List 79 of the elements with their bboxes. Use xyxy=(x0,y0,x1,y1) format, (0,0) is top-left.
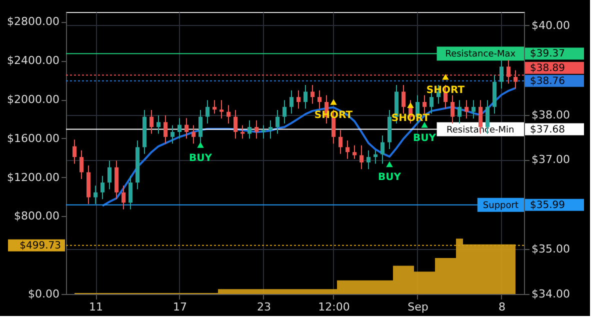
candlestick xyxy=(254,120,258,140)
candlestick xyxy=(380,135,384,164)
candlestick xyxy=(220,100,224,120)
candlestick xyxy=(72,139,76,164)
candlestick xyxy=(352,144,356,160)
x-tick-label: 12:00 xyxy=(318,300,350,314)
candlestick xyxy=(122,185,126,210)
ref-line-label: Support xyxy=(482,200,519,211)
x-tick-label: 17 xyxy=(173,300,187,314)
candlestick xyxy=(318,90,322,110)
text: BUY xyxy=(189,152,212,164)
candlestick xyxy=(178,118,182,140)
candlestick xyxy=(94,185,98,205)
y-tick-label: $37.00 xyxy=(532,153,570,166)
point xyxy=(386,161,393,168)
point xyxy=(442,74,449,80)
candlestick xyxy=(402,84,406,114)
candlestick xyxy=(450,94,454,124)
candlestick xyxy=(346,140,350,160)
candlestick xyxy=(156,114,160,134)
y2-tick-label: $499.73 xyxy=(20,240,61,252)
ref-line-label: Resistance-Max xyxy=(445,50,516,60)
candlestick xyxy=(262,124,266,140)
candlestick xyxy=(170,124,174,144)
candlestick xyxy=(100,175,104,200)
candlestick xyxy=(206,100,210,124)
y-tick-label: $39.37 xyxy=(530,48,565,60)
y-tick-label: $37.68 xyxy=(530,124,565,136)
candlestick xyxy=(80,150,84,180)
candlestick xyxy=(338,130,342,154)
y-tick-label: $38.00 xyxy=(532,108,570,122)
y2-tick-label: $2000.00 xyxy=(7,93,60,106)
candlestick xyxy=(108,160,112,190)
y2-tick-label: $1600.00 xyxy=(7,132,60,145)
candlestick xyxy=(192,124,196,144)
y-tick-label: $35.00 xyxy=(532,242,570,256)
y2-tick-label: $1200.00 xyxy=(7,170,60,184)
candlestick xyxy=(184,118,188,140)
candlestick xyxy=(248,120,252,140)
series-label: BUY xyxy=(378,172,402,184)
candlestick xyxy=(374,150,378,164)
y2-tick-label: $2400.00 xyxy=(7,54,60,68)
y-tick-label: $38.76 xyxy=(530,76,565,87)
candlestick xyxy=(500,59,504,90)
y2-tick-label: $2800.00 xyxy=(7,15,60,28)
text: BUY xyxy=(413,132,436,144)
candlestick xyxy=(304,84,308,110)
y-tick-label: $38.89 xyxy=(530,62,565,74)
candlestick xyxy=(310,84,314,104)
candlestick xyxy=(234,110,238,140)
candlestick xyxy=(164,114,168,144)
candlestick xyxy=(422,94,426,114)
candlestick xyxy=(464,100,468,120)
candlestick xyxy=(290,90,294,114)
y2-tick-label: $0.00 xyxy=(28,288,60,300)
y-tick-label: $35.99 xyxy=(530,200,565,211)
y-tick-label: $40.00 xyxy=(532,18,570,32)
candlestick xyxy=(226,104,230,124)
candlestick xyxy=(150,110,154,134)
x-tick-label: 23 xyxy=(257,300,271,314)
candlestick xyxy=(472,100,476,120)
point xyxy=(407,102,414,108)
point xyxy=(330,99,337,105)
y2-tick-label: $800.00 xyxy=(14,210,60,223)
candlestick xyxy=(268,120,272,140)
candlestick xyxy=(240,124,244,140)
x-tick-label: 8 xyxy=(498,300,506,314)
candlestick xyxy=(212,100,216,114)
candlestick xyxy=(366,150,370,170)
candlestick xyxy=(128,175,132,210)
candlestick xyxy=(296,90,300,110)
point xyxy=(197,142,204,148)
y-tick-label: $34.00 xyxy=(532,288,570,300)
candlestick xyxy=(360,144,364,170)
candlestick xyxy=(276,110,280,134)
x-tick-label: Sep xyxy=(408,300,428,314)
candlestick xyxy=(282,100,286,124)
candlestick xyxy=(458,100,462,124)
x-tick-label: 11 xyxy=(89,300,103,314)
